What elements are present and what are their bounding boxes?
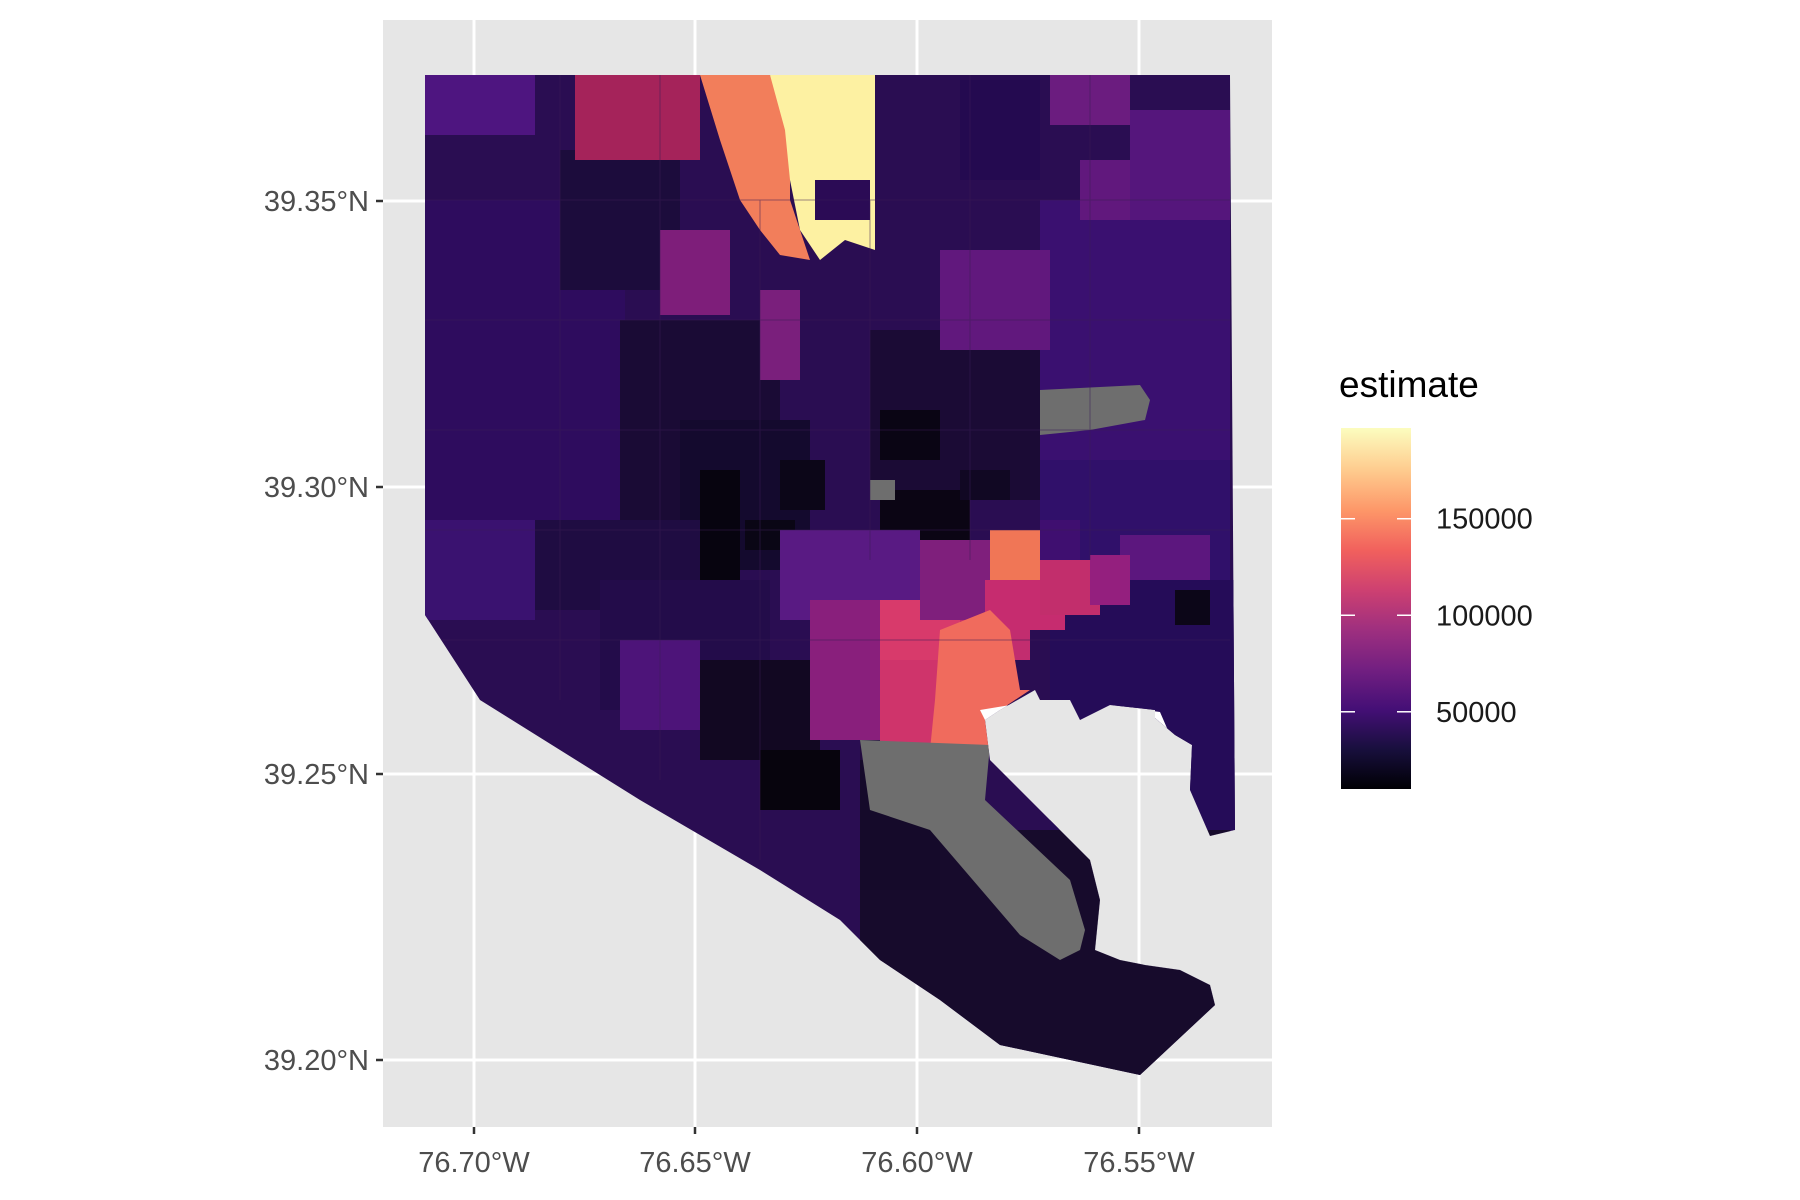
x-tick-label: 76.60°W (861, 1147, 973, 1179)
legend-title: estimate (1339, 364, 1479, 405)
y-tick-label: 39.35°N (264, 186, 369, 218)
axis-ticks (376, 199, 1141, 1134)
y-tick-label: 39.25°N (264, 759, 369, 791)
y-tick-label: 39.30°N (264, 472, 369, 504)
x-tick-label: 76.55°W (1083, 1147, 1195, 1179)
legend-colorbar (1341, 428, 1411, 789)
legend-tick-label: 50000 (1436, 697, 1517, 729)
x-tick-label: 76.70°W (418, 1147, 530, 1179)
legend-tick-label: 150000 (1436, 504, 1533, 536)
legend: estimate 50000 100000 150000 (1339, 364, 1533, 789)
legend-tick-label: 100000 (1436, 600, 1533, 632)
x-tick-label: 76.65°W (639, 1147, 751, 1179)
y-tick-label: 39.20°N (264, 1045, 369, 1077)
